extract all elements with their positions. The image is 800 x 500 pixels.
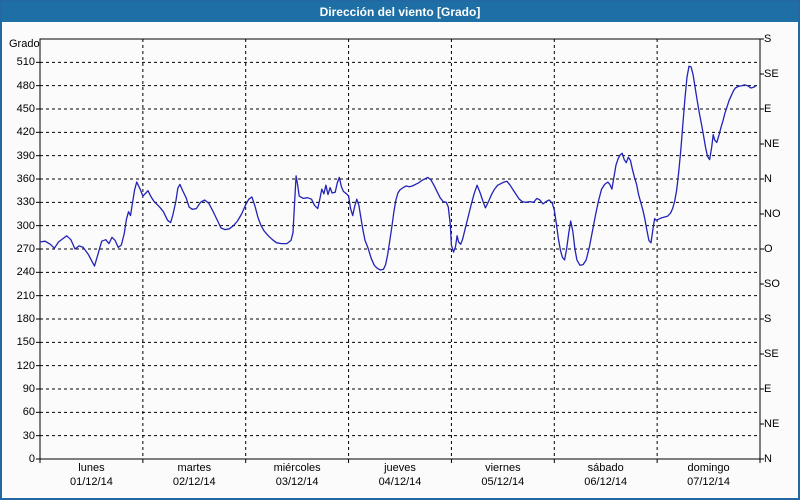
y-tick-label: 330 bbox=[16, 196, 35, 209]
compass-tick-label: SE bbox=[764, 348, 779, 360]
day-name: jueves bbox=[384, 462, 416, 474]
y-tick-label: 300 bbox=[16, 219, 35, 232]
day-label: domingo 07/12/14 bbox=[657, 461, 760, 489]
compass-tick-label: N bbox=[764, 173, 772, 185]
compass-tick-label: O bbox=[764, 243, 773, 255]
y-tick-label: 0 bbox=[28, 453, 35, 465]
day-label: lunes 01/12/14 bbox=[40, 461, 143, 489]
compass-tick-label: S bbox=[764, 33, 772, 45]
y-tick-label: 390 bbox=[16, 149, 35, 162]
y-tick-label: 60 bbox=[22, 406, 35, 419]
day-name: martes bbox=[177, 462, 212, 474]
day-date: 05/12/14 bbox=[481, 476, 525, 488]
y-tick-label: 420 bbox=[16, 126, 35, 139]
y-tick-label: 450 bbox=[16, 103, 35, 115]
day-name: domingo bbox=[687, 462, 730, 474]
y-tick-label: 510 bbox=[16, 56, 35, 69]
day-name: viernes bbox=[485, 462, 521, 474]
y-tick-label: 90 bbox=[22, 383, 35, 395]
compass-tick-label: SE bbox=[764, 68, 779, 80]
y-tick-label: 30 bbox=[22, 429, 35, 442]
y-tick-label: 120 bbox=[16, 359, 35, 372]
day-date: 03/12/14 bbox=[275, 476, 319, 488]
y-tick-label: 180 bbox=[16, 313, 35, 325]
compass-tick-label: NE bbox=[764, 418, 780, 430]
y-tick-label: 480 bbox=[16, 79, 35, 92]
compass-tick-label: E bbox=[764, 103, 772, 115]
day-name: lunes bbox=[78, 462, 105, 474]
compass-tick-label: N bbox=[764, 453, 772, 465]
day-date: 01/12/14 bbox=[70, 476, 113, 488]
compass-tick-label: SO bbox=[764, 278, 780, 290]
compass-tick-label: E bbox=[764, 383, 772, 395]
day-label: miércoles 03/12/14 bbox=[246, 461, 349, 489]
day-date: 06/12/14 bbox=[584, 476, 628, 488]
y-tick-label: 210 bbox=[16, 289, 35, 302]
compass-tick-label: NO bbox=[764, 208, 781, 220]
day-label: jueves 04/12/14 bbox=[349, 461, 452, 489]
day-date: 04/12/14 bbox=[378, 476, 422, 488]
day-date: 07/12/14 bbox=[687, 476, 730, 488]
y-tick-label: 360 bbox=[16, 173, 35, 185]
y-axis-unit-label: Grado bbox=[9, 38, 40, 50]
day-name: sábado bbox=[587, 462, 624, 474]
y-tick-label: 270 bbox=[16, 243, 35, 255]
y-tick-label: 240 bbox=[16, 266, 35, 279]
chart-title: Dirección del viento [Grado] bbox=[319, 5, 481, 19]
wind-direction-line bbox=[39, 65, 757, 271]
compass-tick-label: NE bbox=[764, 138, 780, 150]
day-label: martes 02/12/14 bbox=[143, 461, 246, 489]
compass-tick-label: S bbox=[764, 313, 772, 325]
day-label: sábado 06/12/14 bbox=[554, 461, 657, 489]
day-name: miércoles bbox=[273, 462, 321, 474]
day-date: 02/12/14 bbox=[172, 476, 216, 488]
y-tick-label: 150 bbox=[16, 336, 35, 349]
chart-title-bar: Dirección del viento [Grado] bbox=[2, 2, 798, 22]
day-label: viernes 05/12/14 bbox=[451, 461, 554, 489]
